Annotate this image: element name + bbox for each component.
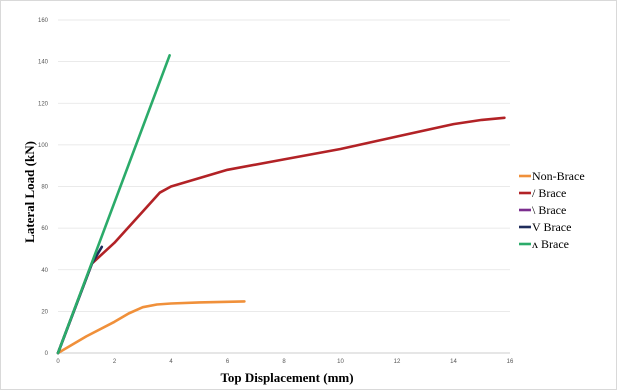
- x-tick-label: 10: [337, 359, 344, 365]
- y-tick-label: 20: [41, 309, 48, 315]
- y-tick-label: 40: [41, 268, 48, 274]
- legend-label: ʌ Brace: [532, 237, 569, 251]
- y-tick-label: 100: [38, 143, 49, 149]
- legend-label: / Brace: [532, 186, 566, 200]
- x-tick-label: 0: [56, 359, 60, 365]
- y-tick-label: 140: [38, 60, 49, 66]
- x-tick-label: 16: [507, 359, 514, 365]
- y-tick-label: 0: [45, 351, 49, 357]
- legend-label: V Brace: [532, 220, 571, 234]
- series-line-0: [56, 300, 246, 355]
- x-tick-label: 6: [226, 359, 230, 365]
- legend: Non-Brace / Brace \ Brace V Brace ʌ Brace: [519, 169, 585, 251]
- legend-label: \ Brace: [532, 203, 566, 217]
- y-tick-label: 120: [38, 101, 49, 107]
- grid-lines: [58, 19, 510, 312]
- x-tick-label: 14: [450, 359, 457, 365]
- series-line-1: [56, 116, 506, 355]
- x-tick-label: 4: [169, 359, 173, 365]
- y-tick-label: 80: [41, 185, 48, 191]
- x-axis-title: Top Displacement (mm): [220, 370, 353, 385]
- legend-label: Non-Brace: [532, 169, 585, 183]
- x-tick-label: 2: [113, 359, 117, 365]
- series-line-4: [56, 54, 171, 355]
- x-tick-label: 12: [394, 359, 401, 365]
- y-tick-label: 160: [38, 18, 49, 24]
- series-lines: [56, 54, 506, 355]
- y-axis-title: Lateral Load (kN): [22, 141, 37, 243]
- x-tick-label: 8: [282, 359, 286, 365]
- x-tick-labels: 0 2 4 6 8 10 12 14 16: [56, 359, 514, 365]
- y-tick-label: 60: [41, 226, 48, 232]
- y-tick-labels: 0 20 40 60 80 100 120 140 160: [38, 18, 49, 357]
